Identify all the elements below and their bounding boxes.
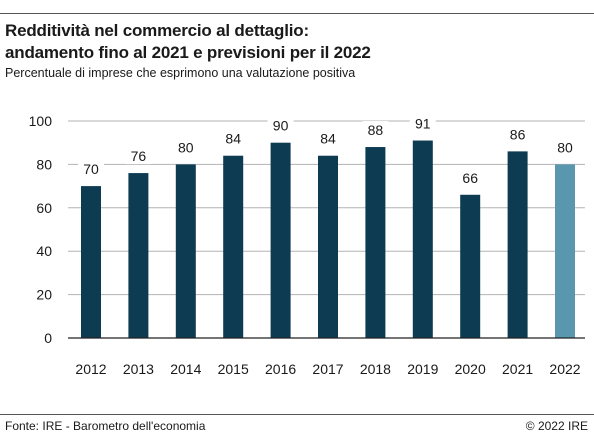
copyright-note: © 2022 IRE xyxy=(525,419,588,433)
source-note: Fonte: IRE - Barometro dell'economia xyxy=(5,419,206,433)
value-label-backdrop xyxy=(409,114,436,132)
value-label-backdrop xyxy=(362,121,389,139)
bar-chart: 0 20 40 60 80 100 70 2012 76 2013 80 2014 84 2015 90 20… xyxy=(29,113,585,377)
value-label-backdrop xyxy=(125,147,152,165)
y-tick-label: 20 xyxy=(36,287,52,303)
value-label-backdrop xyxy=(78,160,104,178)
x-tick-label: 2022 xyxy=(549,361,580,377)
x-tick-label: 2014 xyxy=(170,361,201,377)
value-label: 84 xyxy=(225,131,241,147)
x-tick-label: 2016 xyxy=(265,361,296,377)
y-tick-label: 100 xyxy=(29,113,53,129)
chart-subtitle: Percentuale di imprese che esprimono una… xyxy=(5,66,356,80)
top-rule xyxy=(0,13,594,14)
value-label: 84 xyxy=(320,131,336,147)
value-label-backdrop xyxy=(504,125,531,143)
y-tick-label: 40 xyxy=(36,243,52,259)
value-label: 86 xyxy=(510,126,526,142)
y-tick-label: 0 xyxy=(44,330,52,346)
x-tick-label: 2021 xyxy=(502,361,533,377)
value-label-backdrop xyxy=(315,129,341,147)
bar xyxy=(365,147,386,338)
bar xyxy=(175,164,196,338)
bar xyxy=(270,142,291,338)
x-tick-label: 2018 xyxy=(360,361,391,377)
value-label: 80 xyxy=(557,139,573,155)
chart-title: Redditività nel commercio al dettaglio: … xyxy=(5,20,585,64)
bottom-rule xyxy=(0,414,594,415)
x-tick-label: 2013 xyxy=(123,361,154,377)
x-tick-label: 2015 xyxy=(218,361,249,377)
x-tick-label: 2012 xyxy=(75,361,106,377)
title-line-2: andamento fino al 2021 e previsioni per … xyxy=(5,43,371,62)
bar xyxy=(555,164,575,338)
value-label: 66 xyxy=(462,170,478,186)
value-label-backdrop xyxy=(172,138,199,156)
x-tick-label: 2019 xyxy=(407,361,438,377)
bar xyxy=(460,194,481,338)
value-label: 88 xyxy=(368,122,384,138)
value-label: 70 xyxy=(83,161,99,177)
value-label: 76 xyxy=(131,148,147,164)
y-tick-label: 60 xyxy=(36,200,52,216)
value-label: 90 xyxy=(273,118,289,134)
value-label: 80 xyxy=(178,139,194,155)
x-tick-label: 2017 xyxy=(312,361,343,377)
value-label-backdrop xyxy=(220,129,247,147)
value-label: 91 xyxy=(415,116,431,132)
bar xyxy=(81,186,101,338)
bar xyxy=(223,155,244,338)
value-label-backdrop xyxy=(457,168,484,186)
x-tick-label: 2020 xyxy=(455,361,486,377)
value-label-backdrop xyxy=(267,116,294,134)
title-line-1: Redditività nel commercio al dettaglio: xyxy=(5,21,309,40)
bar xyxy=(507,151,528,338)
bar xyxy=(128,173,149,338)
bar xyxy=(412,140,433,338)
y-tick-label: 80 xyxy=(36,156,52,172)
bar xyxy=(318,155,338,338)
value-label-backdrop xyxy=(552,138,578,156)
